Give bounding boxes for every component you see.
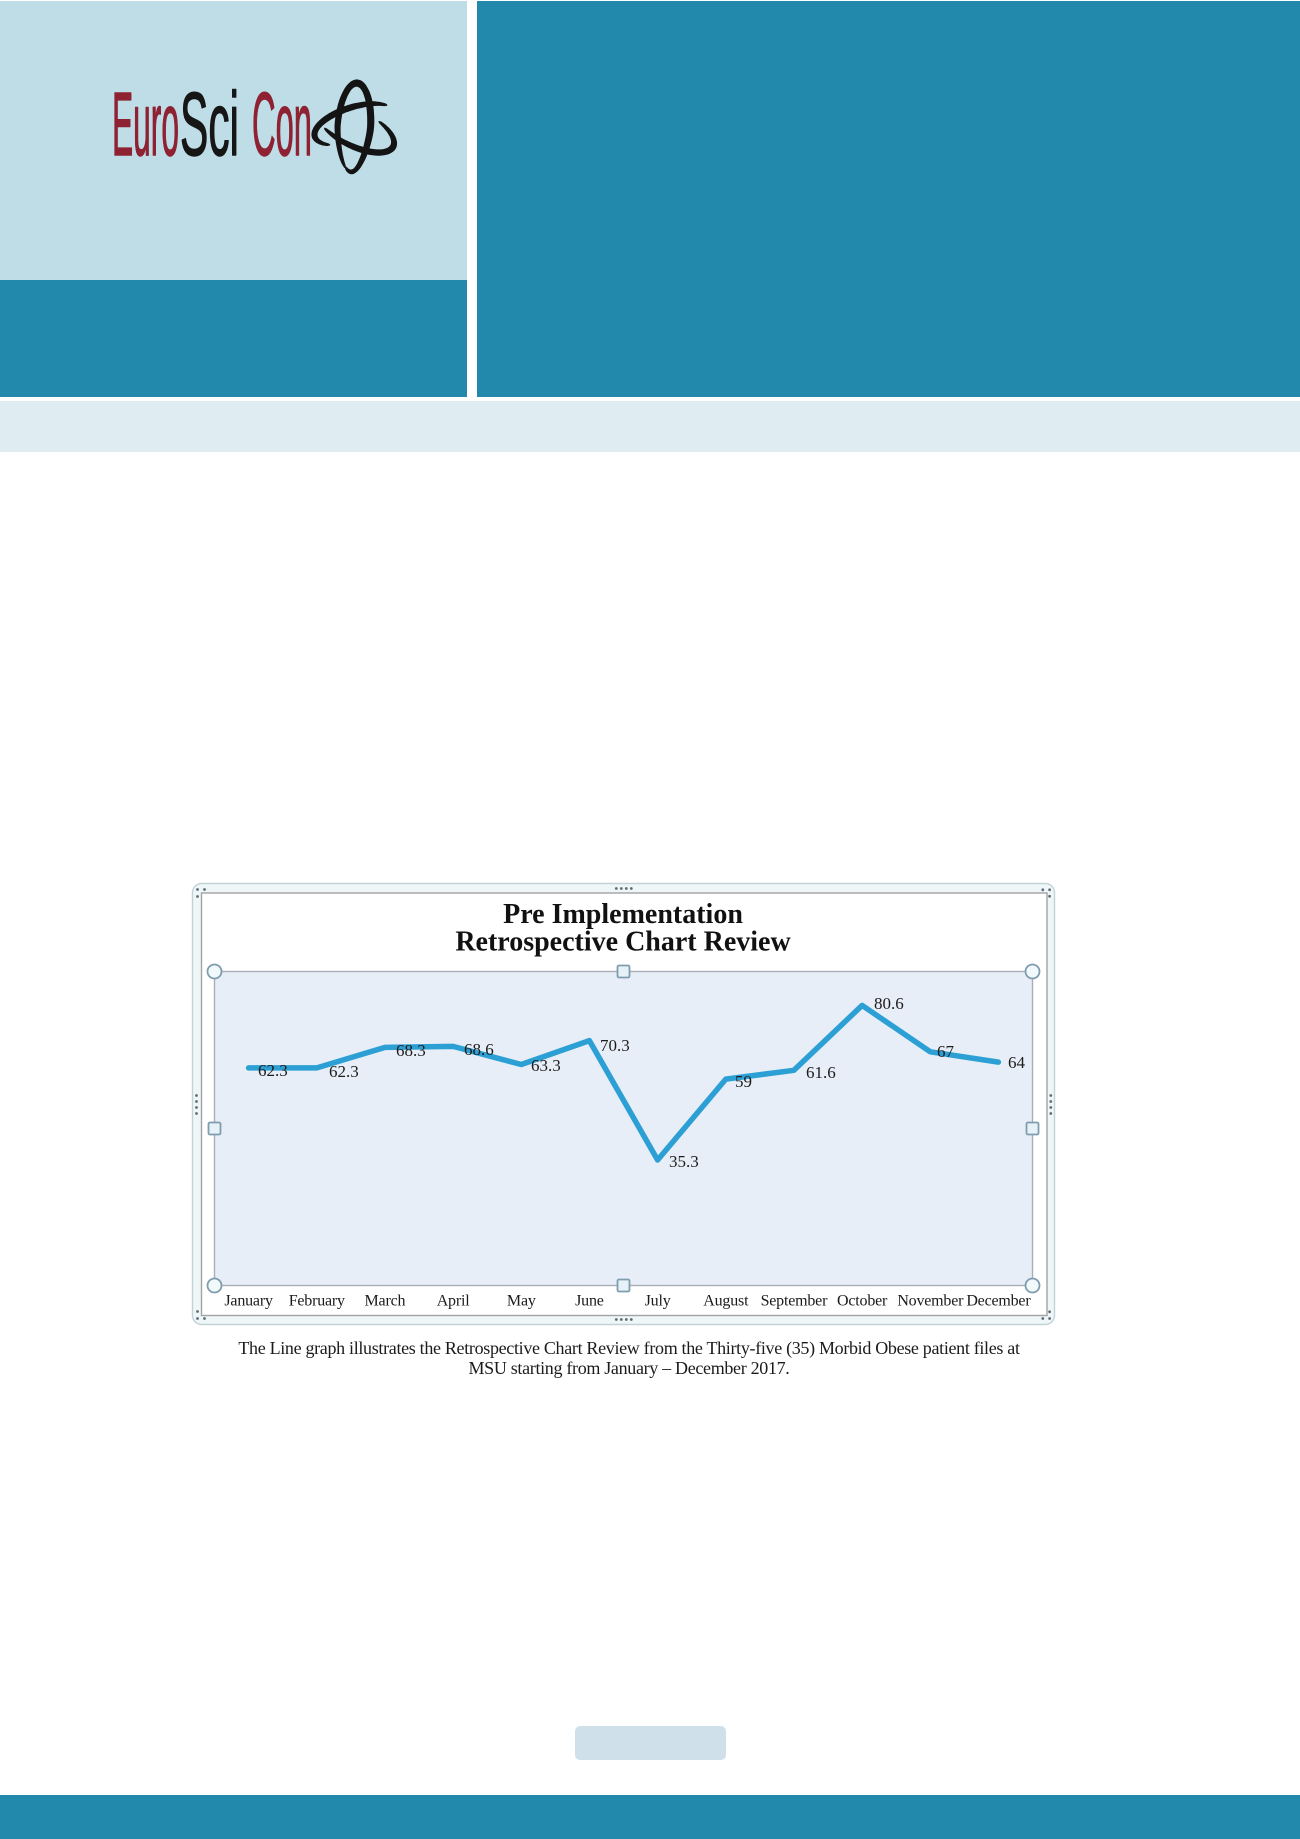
svg-text:59: 59 — [735, 1072, 752, 1091]
svg-text:July: July — [645, 1293, 671, 1310]
svg-text:January: January — [224, 1293, 273, 1310]
svg-text:61.6: 61.6 — [806, 1063, 836, 1082]
svg-text:64: 64 — [1008, 1053, 1026, 1072]
svg-text:Pre Implementation: Pre Implementation — [503, 899, 743, 930]
svg-text:August: August — [703, 1293, 749, 1310]
svg-text:Con: Con — [252, 75, 312, 175]
svg-text:62.3: 62.3 — [258, 1061, 288, 1080]
svg-text:67: 67 — [937, 1042, 955, 1061]
svg-text:70.3: 70.3 — [600, 1036, 630, 1055]
svg-text:68.6: 68.6 — [464, 1040, 494, 1059]
svg-text:80.6: 80.6 — [874, 994, 904, 1013]
svg-text:Sci: Sci — [180, 75, 239, 175]
svg-text:May: May — [507, 1293, 536, 1310]
svg-text:September: September — [761, 1293, 828, 1310]
svg-text:Euro: Euro — [112, 75, 179, 175]
svg-text:December: December — [966, 1293, 1031, 1310]
svg-text:Retrospective Chart Review: Retrospective Chart Review — [455, 927, 791, 958]
svg-text:February: February — [289, 1293, 345, 1310]
svg-text:November: November — [897, 1293, 964, 1310]
svg-text:62.3: 62.3 — [329, 1062, 359, 1081]
svg-text:63.3: 63.3 — [531, 1056, 561, 1075]
svg-text:October: October — [837, 1293, 888, 1310]
svg-text:June: June — [575, 1293, 604, 1310]
svg-text:April: April — [437, 1293, 471, 1310]
svg-text:68.3: 68.3 — [396, 1041, 426, 1060]
svg-text:March: March — [365, 1293, 406, 1310]
svg-text:35.3: 35.3 — [669, 1152, 699, 1171]
